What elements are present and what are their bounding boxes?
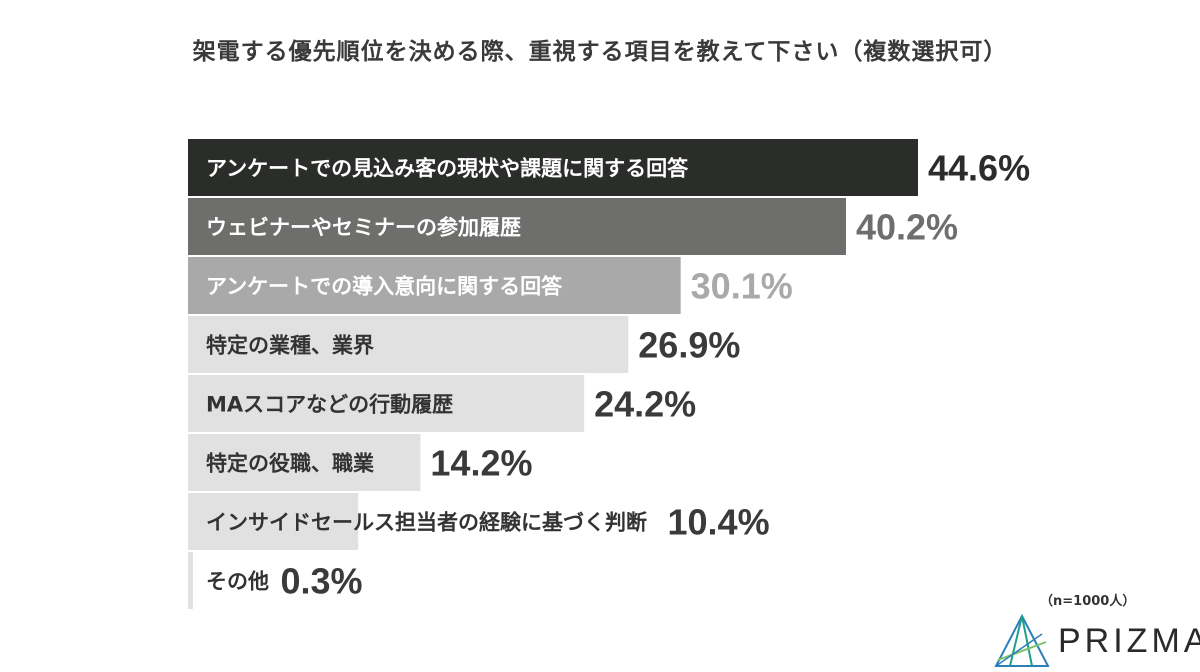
- bar-7: [188, 552, 193, 609]
- bar-6: [188, 493, 359, 550]
- bar-label-4: MAスコアなどの行動履歴: [206, 393, 453, 417]
- bar-label-3: 特定の業種、業界: [206, 334, 374, 358]
- brand-logo: PRIZMA: [992, 612, 1200, 668]
- bar-label-0: アンケートでの見込み客の現状や課題に関する回答: [206, 157, 689, 181]
- chart-title: 架電する優先順位を決める際、重視する項目を教えて下さい（複数選択可）: [192, 39, 1008, 65]
- value-label-3: 26.9%: [638, 325, 740, 366]
- value-label-2: 30.1%: [691, 266, 793, 307]
- bar-5: [188, 434, 421, 491]
- bar-label-7: その他: [206, 570, 269, 594]
- value-label-4: 24.2%: [594, 384, 696, 425]
- bar-label-1: ウェビナーやセミナーの参加履歴: [206, 216, 521, 240]
- prizma-logo-icon: [994, 613, 1050, 667]
- bar-label-5: 特定の役職、職業: [206, 452, 375, 476]
- bar-label-6: インサイドセールス担当者の経験に基づく判断: [206, 511, 647, 535]
- value-label-1: 40.2%: [856, 207, 958, 248]
- bar-1: [188, 198, 846, 255]
- value-label-5: 14.2%: [430, 443, 532, 484]
- value-label-7: 0.3%: [281, 561, 363, 602]
- value-label-6: 10.4%: [668, 502, 770, 543]
- bar-0: [188, 139, 918, 196]
- sample-size-note: （n=1000人）: [1040, 594, 1136, 609]
- brand-name: PRIZMA: [1058, 622, 1200, 660]
- bar-4: [188, 375, 585, 432]
- bar-3: [188, 316, 629, 373]
- bar-label-2: アンケートでの導入意向に関する回答: [206, 275, 563, 299]
- bar-2: [188, 257, 681, 314]
- bars-layer: アンケートでの見込み客の現状や課題に関する回答 44.6% ウェビナーやセミナーの参…: [188, 139, 1030, 609]
- value-label-0: 44.6%: [928, 148, 1030, 189]
